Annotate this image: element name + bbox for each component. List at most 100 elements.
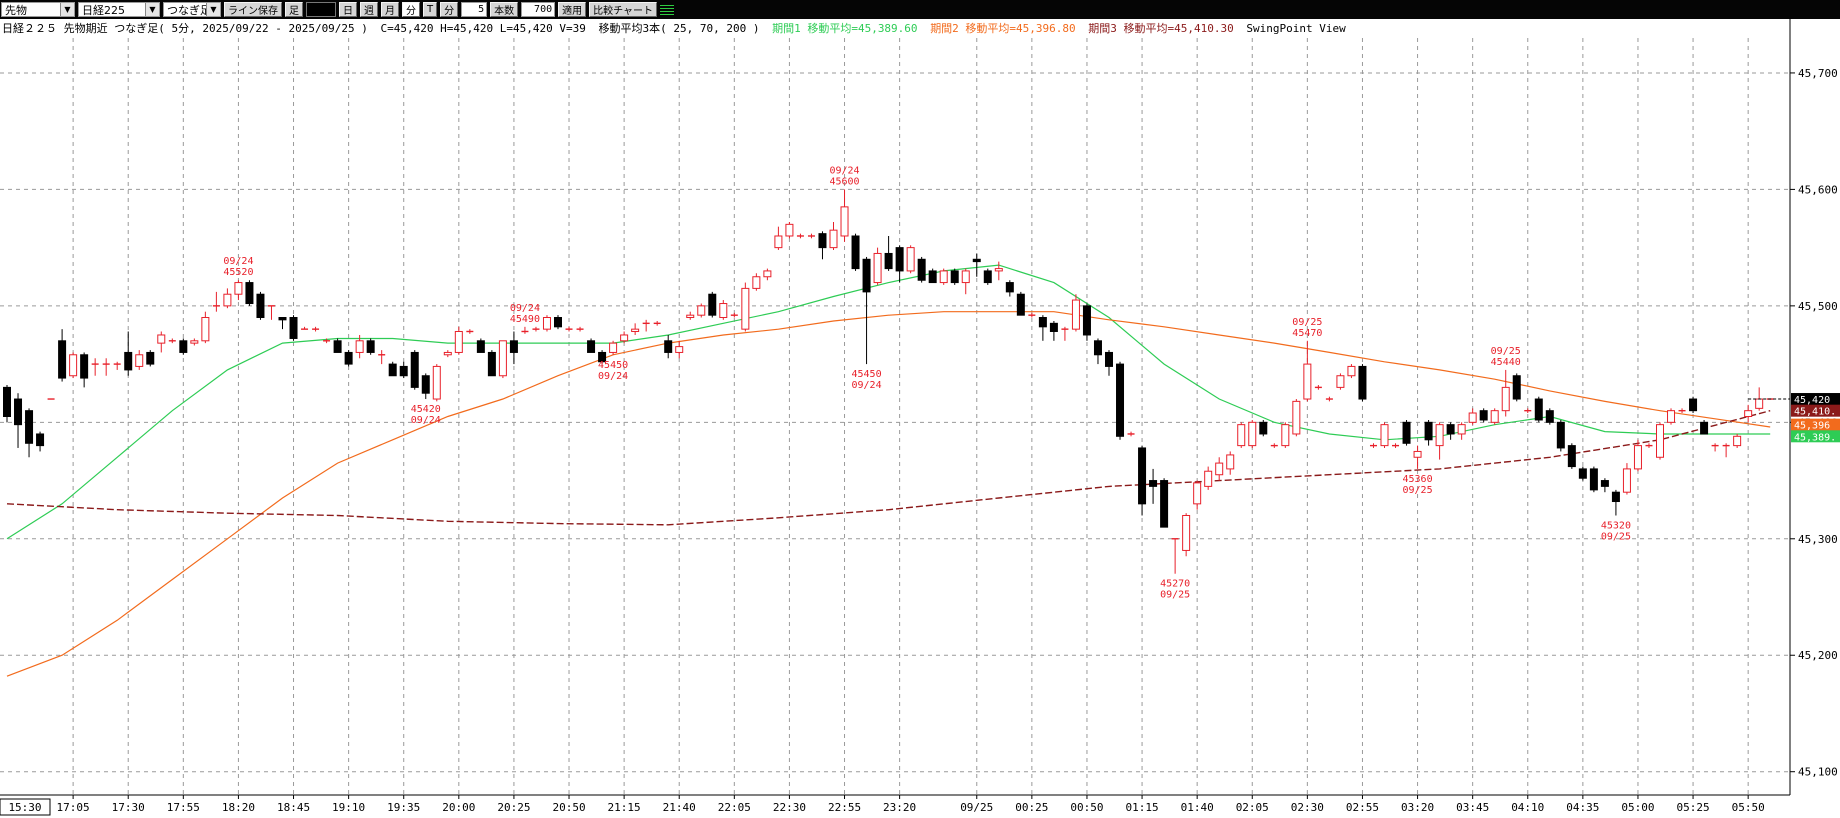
candle-body	[1071, 299, 1080, 330]
candle-body	[69, 354, 78, 377]
ma-line-1	[6, 264, 1771, 540]
period-minute-button[interactable]: 分	[402, 2, 420, 17]
apply-button[interactable]: 適用	[558, 2, 587, 17]
y-tick-label: 45,700	[1798, 67, 1838, 80]
candle-body	[840, 206, 849, 237]
candle-body	[1105, 351, 1113, 367]
index-select[interactable]: 日経225 ▼	[78, 2, 160, 17]
candle-body	[1667, 410, 1676, 423]
candle-body	[1380, 424, 1389, 447]
candle-body	[1248, 421, 1257, 447]
candle-body	[1733, 435, 1742, 447]
period-spinner[interactable]	[306, 2, 336, 17]
candle-body	[818, 233, 827, 249]
price-tag-label: 45,420	[1794, 395, 1830, 406]
menu-lines-icon[interactable]	[660, 3, 675, 17]
save-line-button[interactable]: ライン保存	[224, 2, 282, 17]
ma-line-2	[6, 311, 1771, 677]
swing-label-price: 45450	[598, 360, 628, 371]
candle-body	[741, 287, 750, 330]
chevron-down-icon[interactable]: ▼	[206, 3, 220, 16]
swing-label-date: 09/24	[223, 256, 253, 267]
x-tick-label: 02:30	[1291, 801, 1324, 814]
market-select-value: 先物	[5, 3, 27, 17]
candle-body	[1435, 424, 1444, 447]
candle-body	[1479, 410, 1488, 421]
period-day-button[interactable]: 日	[339, 2, 357, 17]
minute-input[interactable]: 5	[461, 2, 488, 17]
count-input[interactable]: 700	[521, 2, 556, 17]
candle-body	[399, 365, 408, 377]
swing-label-date: 09/25	[1601, 531, 1631, 542]
candle-body	[344, 351, 353, 365]
x-tick-label: 18:45	[277, 801, 310, 814]
swing-label-date: 09/24	[598, 371, 628, 382]
candle-body	[1005, 282, 1014, 293]
ma1-readout: 期間1 移動平均=45,389.60	[772, 22, 918, 35]
period-month-button[interactable]: 月	[381, 2, 399, 17]
candle-body	[58, 340, 67, 379]
candle-body	[1259, 421, 1268, 435]
swing-label-price: 45270	[1160, 579, 1190, 590]
count-label: 本数	[490, 2, 519, 17]
x-tick-label: 04:35	[1566, 801, 1599, 814]
swing-label-price: 45490	[510, 314, 540, 325]
swing-label-date: 09/24	[829, 165, 859, 176]
candle-body	[1490, 410, 1499, 423]
x-first-label: 15:30	[8, 801, 41, 814]
period-tick-button[interactable]: T	[423, 2, 438, 17]
candle-body	[157, 334, 166, 344]
price-tag-label: 45,389.	[1794, 432, 1836, 443]
swing-label-price: 45320	[1601, 520, 1631, 531]
minute-label: 分	[440, 2, 459, 17]
ashi-label: 足	[285, 2, 303, 17]
candle-body	[1038, 317, 1047, 328]
candle-body	[289, 317, 298, 339]
y-tick-label: 45,100	[1798, 766, 1838, 779]
ma-definition: 移動平均3本( 25, 70, 200 )	[598, 22, 760, 35]
candle-body	[917, 258, 926, 281]
x-tick-label: 00:25	[1015, 801, 1048, 814]
candle-body	[950, 270, 959, 284]
chevron-down-icon[interactable]: ▼	[60, 3, 74, 16]
candle-body	[542, 317, 551, 330]
candle-body	[410, 351, 419, 388]
candle-body	[620, 334, 629, 342]
candle-body	[1700, 421, 1709, 435]
candle-body	[1358, 365, 1367, 400]
candle-body	[355, 340, 364, 353]
candle-body	[1556, 421, 1565, 449]
candle-body	[1755, 398, 1764, 409]
candle-body	[1413, 450, 1422, 458]
x-tick-label: 19:35	[387, 801, 420, 814]
candle-body	[190, 340, 199, 344]
market-select[interactable]: 先物 ▼	[1, 2, 75, 17]
candle-body	[476, 340, 485, 353]
x-tick-label: 00:50	[1070, 801, 1103, 814]
candle-body	[1424, 421, 1433, 441]
swing-label-price: 45450	[852, 369, 882, 380]
candle-body	[1049, 322, 1058, 332]
x-tick-label: 01:15	[1125, 801, 1158, 814]
candle-body	[1457, 424, 1466, 435]
candle-body	[366, 340, 375, 353]
candle-body	[873, 252, 882, 284]
candle-body	[1093, 340, 1102, 356]
candle-body	[1347, 365, 1356, 377]
bar-type-select[interactable]: つなぎ足 ▼	[163, 2, 221, 17]
period-week-button[interactable]: 週	[360, 2, 378, 17]
compare-chart-button[interactable]: 比較チャート	[589, 2, 658, 17]
candle-body	[1567, 445, 1576, 468]
x-tick-label: 05:50	[1732, 801, 1765, 814]
x-first-label-box	[0, 798, 51, 816]
chevron-down-icon[interactable]: ▼	[145, 3, 159, 16]
y-tick-label: 45,200	[1798, 649, 1838, 662]
candle-body	[1501, 386, 1510, 412]
candle-body	[972, 258, 981, 263]
swing-label-date: 09/24	[852, 380, 882, 391]
swing-label-price: 45600	[829, 176, 859, 187]
x-tick-label: 03:45	[1456, 801, 1489, 814]
candle-body	[1689, 398, 1698, 412]
x-tick-label: 20:00	[442, 801, 475, 814]
